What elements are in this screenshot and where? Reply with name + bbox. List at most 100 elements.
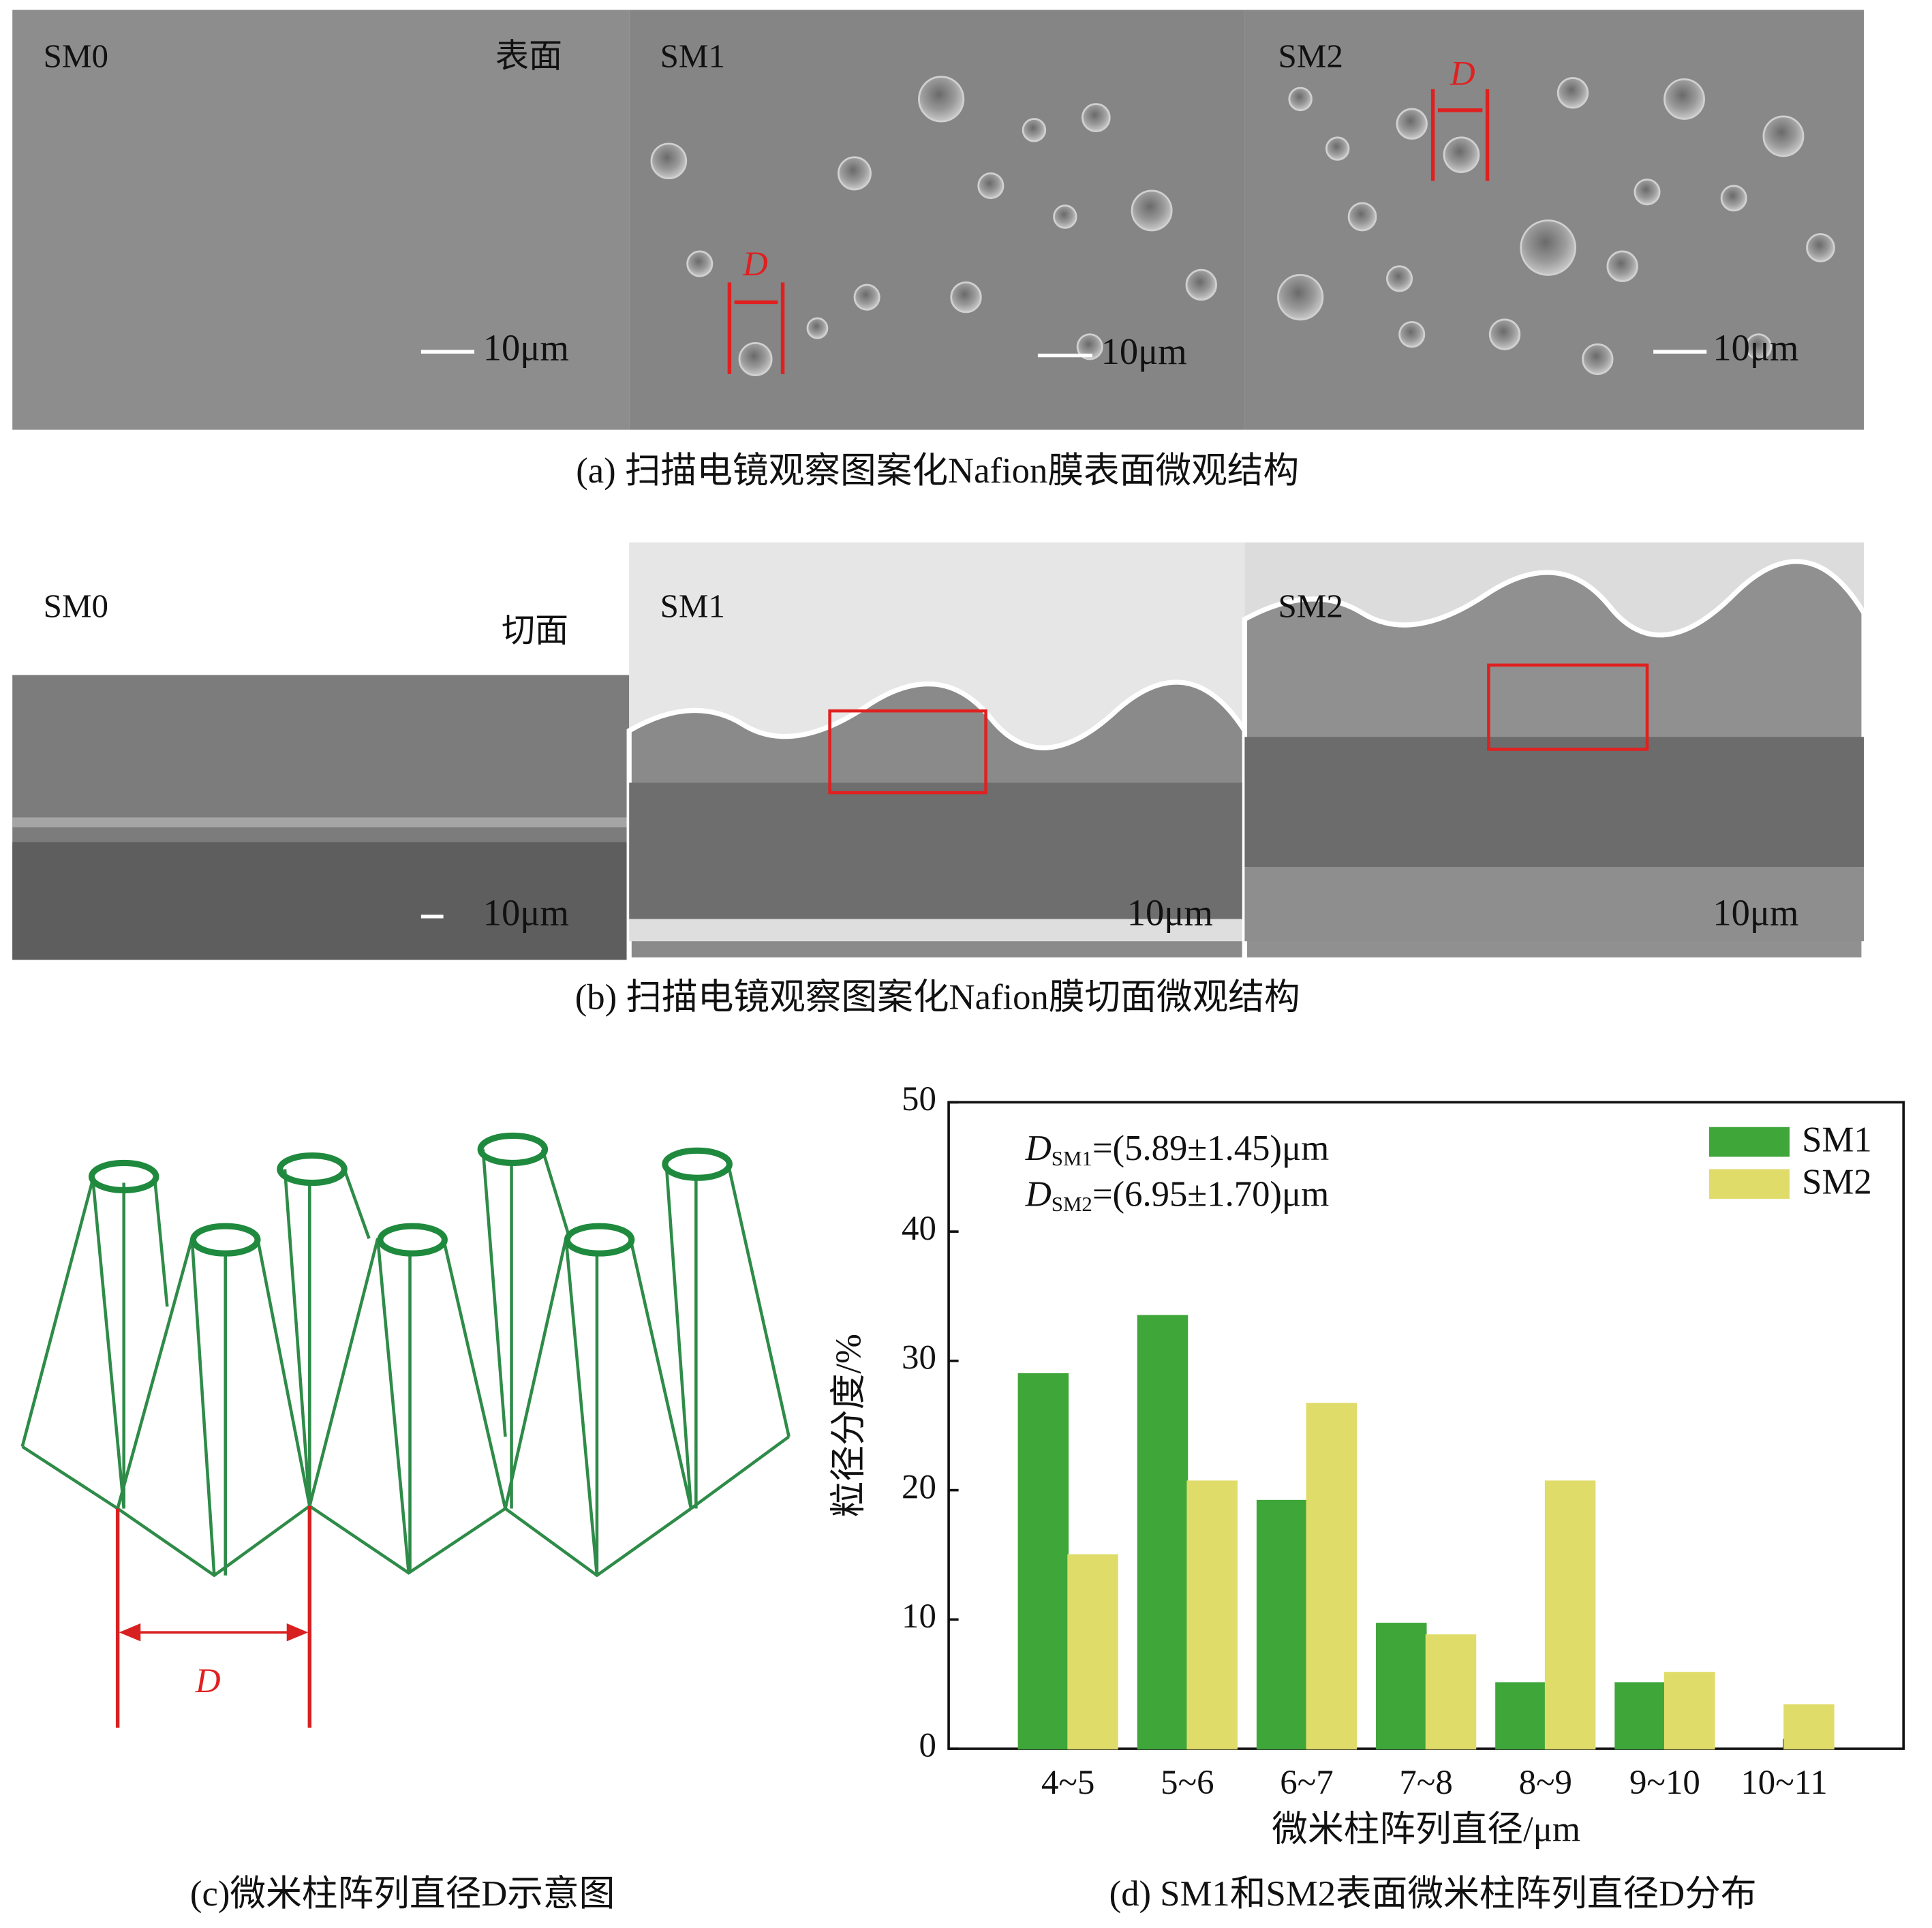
micro-pillars xyxy=(650,76,1835,377)
image-label: SM1 xyxy=(660,37,725,74)
bar xyxy=(1544,1480,1596,1749)
x-tick-label: 9~10 xyxy=(1629,1764,1700,1802)
scale-label: 10μm xyxy=(483,891,569,933)
pillar-top xyxy=(1582,343,1614,376)
sem-image xyxy=(12,10,630,430)
x-axis-label: 微米柱阵列直径/μm xyxy=(1272,1810,1580,1850)
image-tag: 切面 xyxy=(502,612,568,649)
caption: (c)微米柱阵列直径D示意图 xyxy=(190,1874,615,1914)
annotation-symbol: D xyxy=(1025,1129,1052,1168)
x-tick-label: 4~5 xyxy=(1041,1764,1094,1802)
y-tick-label: 0 xyxy=(919,1727,936,1765)
pillar-top xyxy=(1520,219,1576,276)
caption: (b) 扫描电镜观察图案化Nafion膜切面微观结构 xyxy=(575,977,1300,1017)
annotation-symbol: D xyxy=(1025,1174,1052,1214)
bar xyxy=(1425,1634,1477,1749)
caption: (a) 扫描电镜观察图案化Nafion膜表面微观结构 xyxy=(576,451,1299,491)
image-label: SM0 xyxy=(44,37,108,74)
y-tick-label: 30 xyxy=(902,1339,936,1377)
bar xyxy=(1664,1672,1715,1749)
pillar-top xyxy=(950,281,982,313)
scale-label: 10μm xyxy=(1713,327,1798,369)
annotation-subscript: SM2 xyxy=(1052,1192,1092,1216)
pillar-top xyxy=(1745,333,1773,361)
diameter-label: D xyxy=(1450,55,1475,93)
bar xyxy=(1614,1682,1666,1749)
pillar-top xyxy=(1720,185,1747,212)
y-tick-label: 20 xyxy=(902,1468,936,1506)
pillar-top xyxy=(1131,189,1173,232)
bar xyxy=(1256,1499,1308,1749)
y-axis-label: 粒径分度/% xyxy=(829,1334,868,1517)
sem-layer xyxy=(1244,737,1865,868)
annotation-subscript: SM1 xyxy=(1052,1146,1092,1170)
annotation: DSM1=(5.89±1.45)μm xyxy=(1025,1129,1329,1170)
pillar-top xyxy=(1053,204,1077,229)
bar xyxy=(1306,1403,1358,1749)
pillar-top xyxy=(1806,233,1835,262)
diameter-label: D xyxy=(742,245,768,284)
annotation-text: =(6.95±1.70)μm xyxy=(1092,1174,1329,1214)
pillar-top xyxy=(738,342,773,377)
scale-label: 10μm xyxy=(1127,891,1213,933)
sem-layer xyxy=(12,817,630,827)
pillar-top xyxy=(1076,333,1103,361)
bar xyxy=(1067,1554,1118,1749)
pillar-top xyxy=(1325,136,1350,161)
x-tick-label: 5~6 xyxy=(1161,1764,1214,1802)
pillar-top xyxy=(1443,136,1480,173)
y-tick-label: 50 xyxy=(902,1080,936,1118)
image-tag: 表面 xyxy=(495,37,562,74)
image-label: SM0 xyxy=(44,587,108,624)
bar xyxy=(1137,1315,1189,1749)
pillar-top xyxy=(853,284,880,311)
x-tick-label: 6~7 xyxy=(1280,1764,1333,1802)
bar xyxy=(1783,1704,1835,1749)
bar-chart: 0 10 20 30 40 50 4~5 5~6 6~7 7~8 8~9 9~10 10~11 微米柱阵列… xyxy=(829,1080,1905,1914)
pillar-top xyxy=(1347,202,1377,232)
image-label: SM2 xyxy=(1278,587,1343,624)
diameter-label: D xyxy=(195,1662,221,1700)
pillar-top xyxy=(650,142,688,180)
pillar-top xyxy=(1488,318,1521,350)
pillar-top xyxy=(1022,118,1047,142)
pillar-top xyxy=(806,317,829,339)
pillar-diagram xyxy=(20,1132,791,1578)
y-tick-label: 10 xyxy=(902,1597,936,1636)
scale-label: 10μm xyxy=(1713,891,1798,933)
sem-layer xyxy=(1244,867,1865,942)
pillar-top xyxy=(1398,321,1426,348)
pillar-top xyxy=(837,156,872,191)
pillar-top xyxy=(1277,274,1324,321)
scale-label: 10μm xyxy=(483,327,569,369)
x-tick-label: 8~9 xyxy=(1519,1764,1572,1802)
legend-label: SM1 xyxy=(1802,1120,1872,1159)
scale-label: 10μm xyxy=(1101,331,1187,372)
pillar-top xyxy=(977,172,1005,200)
sem-layer xyxy=(629,919,1245,942)
diameter-marker xyxy=(115,1505,312,1728)
pillar-top xyxy=(686,250,714,277)
bar xyxy=(1017,1373,1069,1749)
x-tick-label: 10~11 xyxy=(1741,1764,1827,1802)
bar xyxy=(1186,1480,1238,1749)
annotation: DSM2=(6.95±1.70)μm xyxy=(1025,1174,1329,1216)
diameter-marker xyxy=(727,89,1490,374)
pillar-top xyxy=(918,76,965,123)
legend-swatch xyxy=(1708,1169,1790,1199)
legend-label: SM2 xyxy=(1802,1162,1872,1202)
highlight-box xyxy=(1487,663,1649,751)
bar xyxy=(1376,1623,1427,1749)
sem-layer xyxy=(629,782,1245,919)
pillar-top xyxy=(1288,87,1313,112)
pillar-top xyxy=(1634,179,1661,206)
pillar-top xyxy=(1185,269,1217,301)
y-tick-label: 40 xyxy=(902,1210,936,1248)
pillar-top xyxy=(1606,250,1638,282)
pillar-top xyxy=(1396,108,1428,140)
pillar-top xyxy=(1762,115,1805,157)
pillar-top xyxy=(1081,103,1111,132)
bar xyxy=(1495,1682,1546,1749)
pillar-top xyxy=(1386,265,1413,292)
